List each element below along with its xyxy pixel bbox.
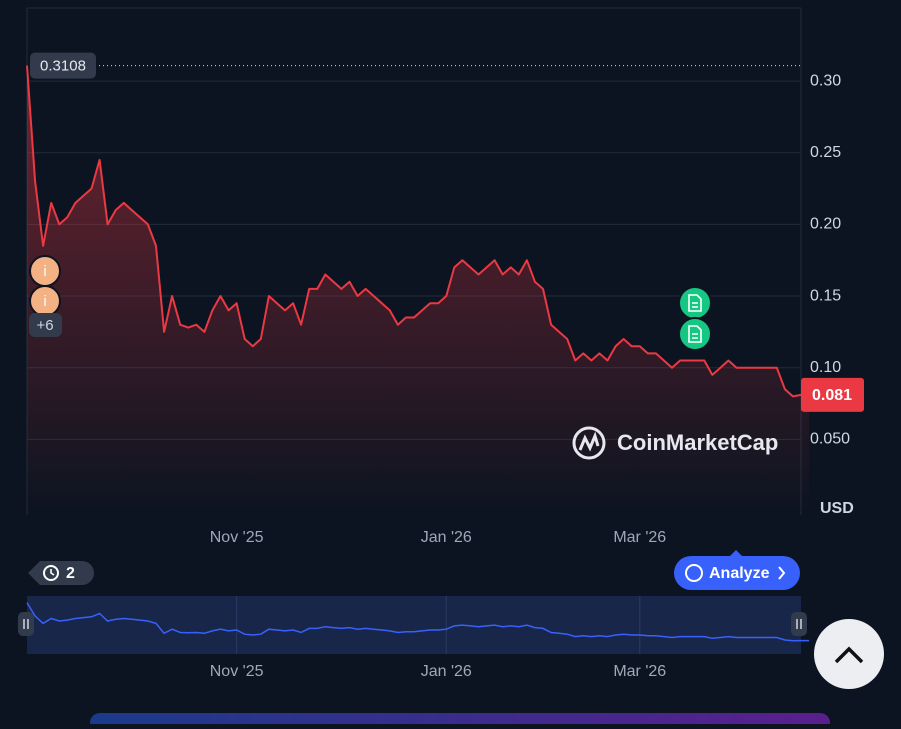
analyze-button[interactable]: [674, 556, 800, 590]
y-tick-label: 0.15: [810, 287, 841, 304]
y-tick-label: 0.20: [810, 216, 841, 233]
history-icon-hand: [50, 569, 55, 576]
scroll-top-button[interactable]: [814, 619, 884, 689]
x-tick-label: Mar '26: [613, 529, 666, 546]
analyze-icon: [685, 564, 703, 582]
x-tick-label: Nov '25: [210, 529, 264, 546]
watermark-logo-mark: [578, 431, 600, 452]
news-icon[interactable]: [678, 286, 712, 320]
navigator-tick-label: Mar '26: [613, 663, 666, 680]
history-icon: [43, 565, 59, 581]
event-icon-text: i: [43, 293, 46, 310]
analyze-pointer: [730, 550, 742, 556]
y-tick-label: 0.050: [810, 431, 850, 448]
analyze-text: Analyze: [709, 565, 770, 582]
navigator-handle-grip: [23, 619, 29, 629]
watermark: CoinMarketCap: [572, 426, 778, 460]
y-tick-label: 0.10: [810, 359, 841, 376]
x-tick-label: Jan '26: [421, 529, 472, 546]
max-price-label: 0.3108: [40, 58, 86, 75]
current-price-badge: [801, 377, 864, 412]
navigator-tick-label: Nov '25: [210, 663, 264, 680]
navigator-handle-grip: [796, 619, 802, 629]
navigator-line: [26, 602, 810, 642]
event-more-text: +6: [36, 317, 53, 334]
plot: 0.3108 0.081: [26, 52, 864, 511]
price-area: [27, 65, 810, 511]
y-tick-label: 0.30: [810, 72, 841, 89]
event-more-badge[interactable]: [29, 313, 62, 337]
bottom-banner: [90, 713, 830, 729]
y-tick-label: 0.25: [810, 144, 841, 161]
current-price-label: 0.081: [812, 387, 852, 404]
navigator-tick-label: Jan '26: [421, 663, 472, 680]
navigator-handle[interactable]: [791, 612, 807, 636]
watermark-text: CoinMarketCap: [617, 430, 778, 455]
currency-label: USD: [820, 500, 854, 517]
max-price-badge: [30, 52, 96, 79]
analyze-chevron: [778, 566, 786, 580]
navigator: [26, 596, 810, 654]
history-badge[interactable]: [28, 561, 94, 585]
history-count: 2: [66, 565, 75, 582]
event-icon-text: i: [43, 263, 46, 280]
navigator-background: [27, 596, 801, 654]
scroll-top-icon: [834, 646, 864, 664]
price-line: [26, 65, 810, 398]
navigator-handle[interactable]: [18, 612, 34, 636]
news-icon-glyph: [688, 325, 702, 343]
news-icon[interactable]: [678, 317, 712, 351]
watermark-logo: [572, 426, 606, 460]
news-icon-glyph: [688, 294, 702, 312]
